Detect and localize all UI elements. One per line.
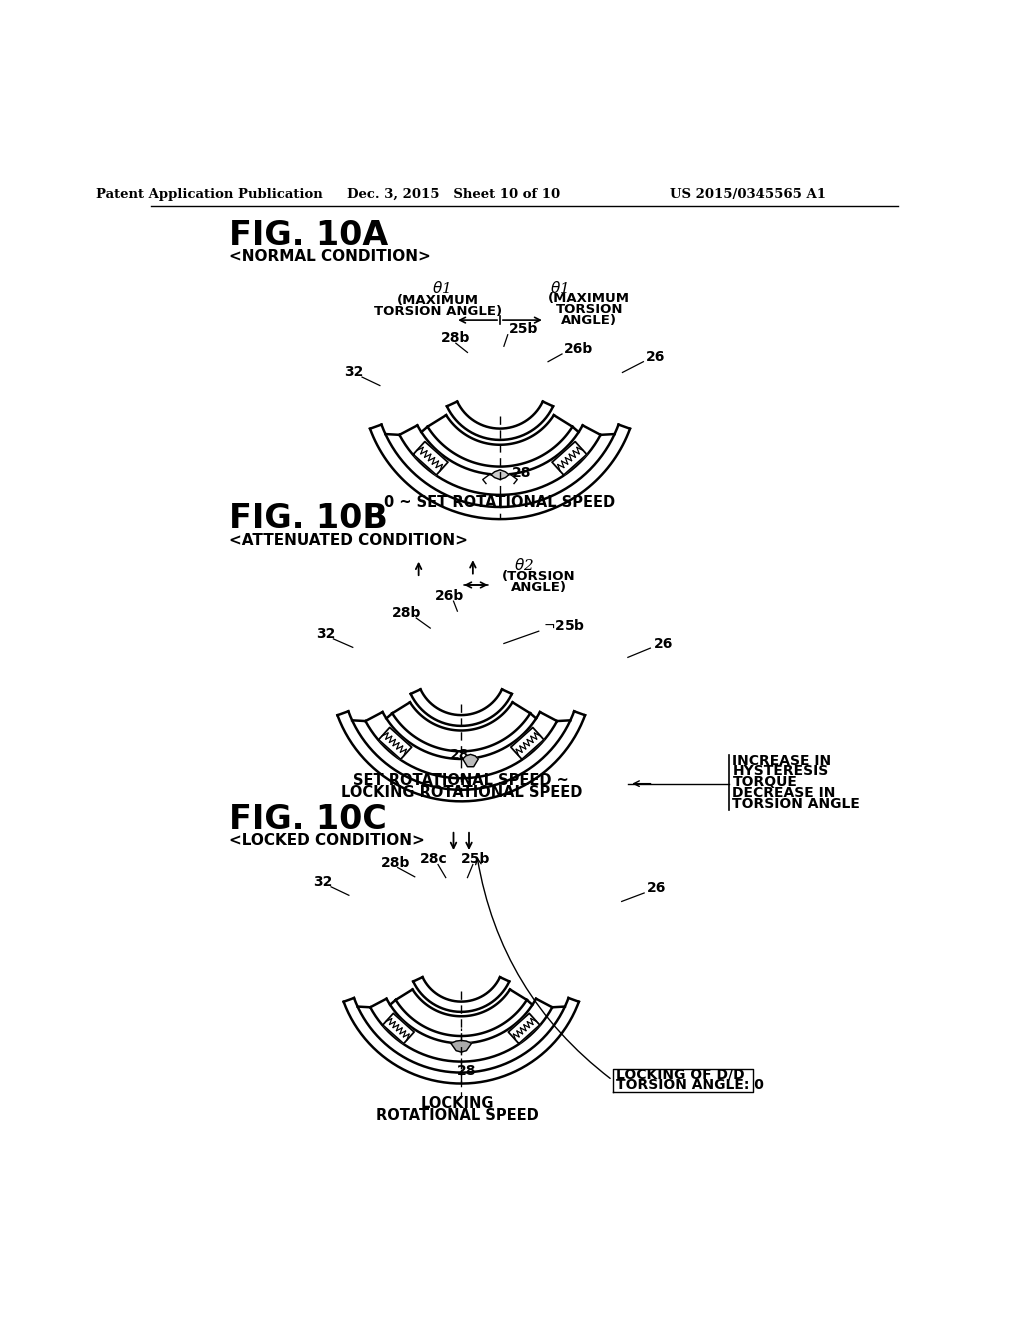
Text: HYSTERESIS: HYSTERESIS bbox=[732, 764, 828, 779]
Text: 26b: 26b bbox=[435, 589, 464, 603]
Text: Dec. 3, 2015   Sheet 10 of 10: Dec. 3, 2015 Sheet 10 of 10 bbox=[347, 187, 560, 201]
Text: 26: 26 bbox=[647, 882, 667, 895]
Text: $\neg$25b: $\neg$25b bbox=[543, 618, 585, 634]
Polygon shape bbox=[552, 442, 587, 475]
Text: 32: 32 bbox=[313, 875, 333, 890]
Text: ANGLE): ANGLE) bbox=[561, 314, 617, 326]
Text: 28b: 28b bbox=[392, 606, 422, 619]
Text: (MAXIMUM: (MAXIMUM bbox=[548, 292, 630, 305]
Text: LOCKING: LOCKING bbox=[421, 1097, 495, 1111]
Text: ROTATIONAL SPEED: ROTATIONAL SPEED bbox=[376, 1107, 539, 1123]
Text: $\theta$1: $\theta$1 bbox=[431, 280, 450, 296]
Text: TORSION ANGLE): TORSION ANGLE) bbox=[374, 305, 502, 318]
Text: <LOCKED CONDITION>: <LOCKED CONDITION> bbox=[228, 833, 425, 849]
Text: TORSION ANGLE: 0: TORSION ANGLE: 0 bbox=[616, 1078, 764, 1093]
Text: 28: 28 bbox=[450, 748, 469, 762]
Text: 32: 32 bbox=[345, 366, 364, 379]
Text: FIG. 10A: FIG. 10A bbox=[228, 219, 388, 252]
Polygon shape bbox=[414, 442, 447, 475]
Text: US 2015/0345565 A1: US 2015/0345565 A1 bbox=[670, 187, 826, 201]
Polygon shape bbox=[511, 727, 544, 759]
Text: <NORMAL CONDITION>: <NORMAL CONDITION> bbox=[228, 249, 430, 264]
Text: DECREASE IN: DECREASE IN bbox=[732, 785, 836, 800]
Text: FIG. 10C: FIG. 10C bbox=[228, 803, 387, 836]
Text: 28: 28 bbox=[512, 466, 531, 479]
Text: <ATTENUATED CONDITION>: <ATTENUATED CONDITION> bbox=[228, 533, 468, 548]
Text: ANGLE): ANGLE) bbox=[511, 581, 566, 594]
Text: 28b: 28b bbox=[381, 855, 410, 870]
Text: (TORSION: (TORSION bbox=[502, 570, 575, 583]
Text: 25b: 25b bbox=[509, 322, 539, 337]
Text: 26: 26 bbox=[646, 350, 665, 364]
Polygon shape bbox=[451, 1040, 472, 1052]
Text: 25b: 25b bbox=[461, 853, 489, 866]
Text: $\theta$2: $\theta$2 bbox=[514, 557, 535, 573]
Polygon shape bbox=[463, 755, 478, 767]
Text: Patent Application Publication: Patent Application Publication bbox=[96, 187, 323, 201]
Text: 28b: 28b bbox=[441, 331, 470, 345]
Text: SET ROTATIONAL SPEED ~: SET ROTATIONAL SPEED ~ bbox=[353, 774, 569, 788]
Text: TORQUE: TORQUE bbox=[732, 775, 798, 789]
Polygon shape bbox=[492, 470, 509, 479]
Text: $\theta$1: $\theta$1 bbox=[550, 280, 568, 296]
Text: 26: 26 bbox=[653, 636, 673, 651]
Text: 28: 28 bbox=[458, 1064, 477, 1078]
Text: 32: 32 bbox=[316, 627, 335, 642]
Polygon shape bbox=[379, 727, 412, 759]
Text: TORSION ANGLE: TORSION ANGLE bbox=[732, 797, 860, 810]
Text: (MAXIMUM: (MAXIMUM bbox=[397, 294, 479, 308]
Text: FIG. 10B: FIG. 10B bbox=[228, 502, 388, 536]
Text: 28c: 28c bbox=[420, 853, 449, 866]
Text: 0 ~ SET ROTATIONAL SPEED: 0 ~ SET ROTATIONAL SPEED bbox=[384, 495, 615, 510]
Polygon shape bbox=[383, 1014, 414, 1044]
Text: TORSION: TORSION bbox=[555, 302, 623, 315]
Text: LOCKING ROTATIONAL SPEED: LOCKING ROTATIONAL SPEED bbox=[341, 784, 582, 800]
Polygon shape bbox=[509, 1014, 540, 1044]
Text: 26b: 26b bbox=[564, 342, 594, 356]
Text: INCREASE IN: INCREASE IN bbox=[732, 754, 831, 767]
Text: LOCKING OF D/D: LOCKING OF D/D bbox=[616, 1068, 744, 1081]
